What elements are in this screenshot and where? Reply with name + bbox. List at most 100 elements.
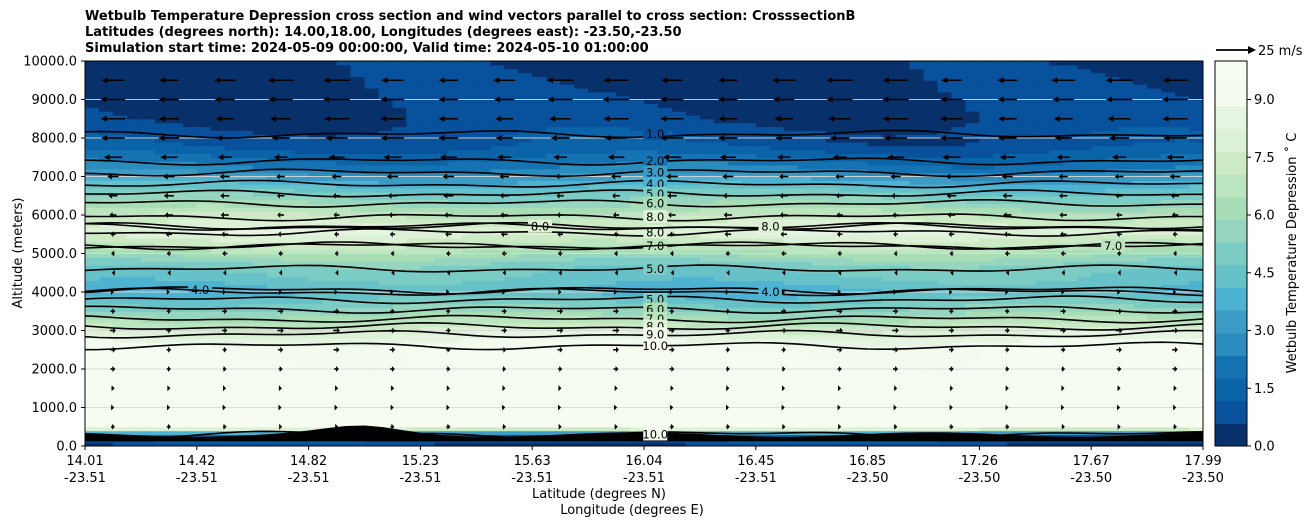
field-cell bbox=[1035, 349, 1050, 355]
field-cell bbox=[98, 257, 114, 262]
field-cell bbox=[1119, 361, 1134, 366]
field-cell bbox=[85, 284, 100, 289]
field-cell bbox=[797, 426, 813, 432]
field-cell bbox=[881, 311, 897, 316]
field-cell bbox=[434, 261, 449, 266]
field-cell bbox=[378, 207, 394, 212]
field-cell bbox=[671, 226, 687, 231]
field-cell bbox=[588, 307, 603, 312]
field-cell bbox=[168, 295, 184, 301]
field-cell bbox=[546, 268, 561, 274]
field-cell bbox=[364, 268, 380, 274]
field-cell bbox=[532, 211, 547, 216]
field-cell bbox=[308, 361, 324, 366]
field-cell bbox=[755, 388, 771, 393]
field-cell bbox=[839, 311, 855, 316]
field-cell bbox=[224, 292, 240, 297]
field-cell bbox=[588, 268, 603, 274]
field-cell bbox=[1105, 334, 1120, 339]
field-cell bbox=[1105, 338, 1120, 343]
field-cell bbox=[336, 322, 352, 328]
field-cell bbox=[755, 349, 771, 355]
field-cell bbox=[210, 415, 226, 420]
field-cell bbox=[1147, 245, 1162, 251]
field-cell bbox=[867, 261, 883, 266]
field-cell bbox=[462, 403, 477, 409]
field-cell bbox=[1147, 392, 1162, 397]
field-cell bbox=[979, 334, 994, 339]
field-cell bbox=[616, 422, 631, 428]
field-cell bbox=[1091, 303, 1106, 308]
field-cell bbox=[1189, 268, 1203, 274]
field-cell bbox=[1147, 292, 1162, 297]
field-cell bbox=[1147, 276, 1162, 282]
field-cell bbox=[336, 411, 352, 416]
field-cell bbox=[1175, 419, 1190, 424]
field-cell bbox=[979, 280, 994, 285]
field-cell bbox=[168, 334, 184, 339]
field-cell bbox=[1133, 338, 1148, 343]
field-cell bbox=[853, 357, 869, 362]
field-cell bbox=[1063, 353, 1078, 359]
field-cell bbox=[881, 403, 897, 409]
field-cell bbox=[1049, 303, 1064, 308]
field-cell bbox=[1007, 376, 1022, 382]
field-cell bbox=[490, 349, 505, 355]
field-cell bbox=[196, 345, 212, 351]
field-cell bbox=[1105, 280, 1120, 285]
field-cell bbox=[602, 318, 617, 324]
field-cell bbox=[378, 415, 394, 420]
field-cell bbox=[168, 311, 184, 316]
field-cell bbox=[1007, 207, 1022, 212]
field-cell bbox=[1105, 361, 1120, 366]
field-cell bbox=[532, 295, 547, 301]
field-cell bbox=[546, 299, 561, 305]
field-cell bbox=[895, 380, 911, 385]
field-cell bbox=[504, 226, 519, 231]
field-cell bbox=[783, 372, 799, 378]
field-cell bbox=[867, 292, 883, 297]
field-cell bbox=[881, 345, 897, 351]
field-cell bbox=[881, 376, 897, 382]
field-cell bbox=[1105, 345, 1120, 351]
field-cell bbox=[727, 322, 743, 328]
field-cell bbox=[685, 407, 701, 412]
field-cell bbox=[769, 399, 785, 405]
field-cell bbox=[546, 307, 561, 312]
field-cell bbox=[1091, 326, 1106, 332]
field-cell bbox=[895, 280, 911, 285]
field-cell bbox=[797, 292, 813, 297]
field-cell bbox=[168, 261, 184, 266]
field-cell bbox=[993, 280, 1008, 285]
field-cell bbox=[378, 215, 394, 220]
field-cell bbox=[979, 222, 994, 228]
field-cell bbox=[462, 419, 477, 424]
field-cell bbox=[1077, 330, 1092, 335]
field-cell bbox=[420, 280, 435, 285]
field-cell bbox=[308, 415, 324, 420]
field-cell bbox=[504, 342, 519, 347]
field-cell bbox=[616, 334, 631, 339]
field-cell bbox=[1105, 384, 1120, 389]
field-cell bbox=[574, 345, 589, 351]
field-cell bbox=[350, 342, 366, 347]
field-cell bbox=[336, 365, 352, 370]
field-cell bbox=[504, 257, 519, 262]
field-cell bbox=[448, 315, 463, 320]
field-cell bbox=[769, 338, 785, 343]
field-cell bbox=[392, 407, 408, 412]
field-cell bbox=[1133, 299, 1148, 305]
field-cell bbox=[1133, 230, 1148, 235]
field-cell bbox=[504, 349, 519, 355]
field-cell bbox=[811, 407, 827, 412]
field-cell bbox=[322, 284, 338, 289]
field-cell bbox=[462, 249, 477, 255]
field-cell bbox=[378, 203, 394, 208]
field-cell bbox=[644, 380, 659, 385]
field-cell bbox=[881, 226, 897, 231]
field-cell bbox=[951, 345, 967, 351]
field-cell bbox=[839, 395, 855, 401]
field-cell bbox=[252, 415, 268, 420]
field-cell bbox=[811, 218, 827, 224]
field-cell bbox=[168, 222, 184, 228]
